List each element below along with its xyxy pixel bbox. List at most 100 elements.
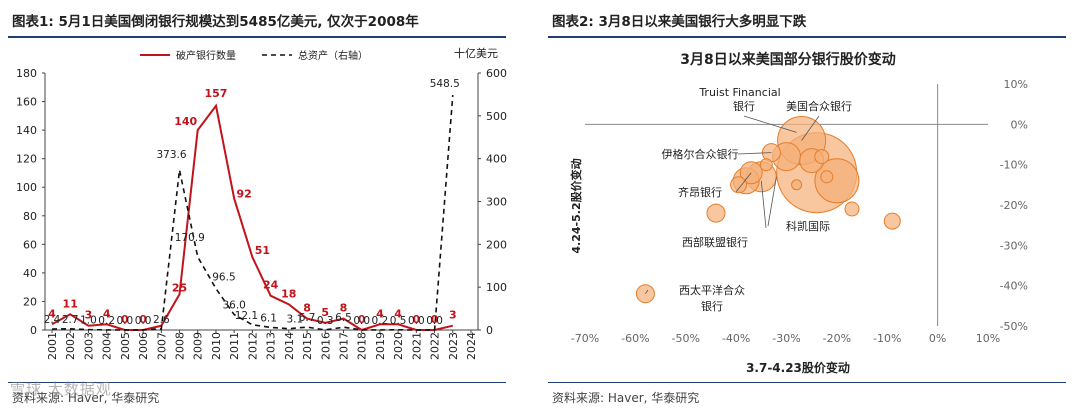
- right-tick-label: 400: [486, 153, 507, 166]
- leader-line: [735, 172, 752, 193]
- x-axis-label: 3.7-4.23股价变动: [746, 360, 850, 375]
- x-tick-label: 2009: [192, 332, 205, 360]
- assets-data-label: 0.2: [372, 315, 389, 327]
- y-tick-label: 10%: [1004, 78, 1028, 91]
- y-tick-label: -20%: [1000, 199, 1028, 212]
- x-tick-label: 2023: [447, 332, 460, 360]
- left-top-rule: [8, 36, 506, 38]
- failures-data-label: 3: [449, 309, 457, 322]
- assets-data-label: 2.6: [153, 314, 170, 326]
- bubble: [814, 158, 860, 204]
- bubble-annotation: 科凯国际: [786, 219, 830, 233]
- failures-data-label: 4: [394, 307, 402, 320]
- right-source: 资料来源: Haver, 华泰研究: [552, 391, 700, 405]
- failures-data-label: 0: [139, 313, 147, 326]
- left-tick-label: 180: [16, 67, 37, 80]
- failures-data-label: 0: [358, 313, 366, 326]
- assets-data-label: 0.0: [408, 315, 425, 327]
- assets-data-label: 0.0: [135, 315, 152, 327]
- assets-data-label: 373.6: [156, 149, 186, 161]
- failures-data-label: 8: [340, 302, 348, 315]
- left-tick-label: 0: [30, 324, 37, 337]
- bubble: [706, 203, 726, 223]
- scatter-title: 3月8日以来美国部分银行股价变动: [680, 51, 895, 68]
- y-tick-label: -50%: [1000, 320, 1028, 333]
- assets-data-label: 0.3: [317, 315, 334, 327]
- x-tick-label: 2008: [174, 332, 187, 360]
- right-tick-label: 300: [486, 196, 507, 209]
- bubble-annotation: 齐昂银行: [678, 185, 722, 199]
- failures-data-label: 0: [121, 313, 129, 326]
- right-figure-title: 图表2: 3月8日以来美国银行大多明显下跌: [552, 14, 807, 30]
- assets-data-label: 0.5: [390, 315, 407, 327]
- bubble: [820, 170, 834, 184]
- failures-data-label: 140: [174, 115, 197, 128]
- failures-data-label: 11: [63, 297, 78, 310]
- assets-data-label: 2.7: [62, 314, 79, 326]
- x-tick-label: -10%: [873, 332, 901, 345]
- x-tick-label: 2006: [137, 332, 150, 360]
- right-bottom-rule: [548, 382, 1066, 383]
- leader-line: [645, 289, 649, 294]
- x-tick-label: 2015: [301, 332, 314, 360]
- assets-data-label: 0.2: [98, 315, 115, 327]
- left-tick-label: 80: [23, 210, 37, 223]
- x-tick-label: 2002: [64, 332, 77, 360]
- bubble-annotation: 西部联盟银行: [682, 235, 748, 249]
- bubble-annotation: 美国合众银行: [786, 99, 852, 113]
- assets-data-label: 170.9: [175, 232, 205, 244]
- assets-data-label: 36.0: [222, 300, 245, 312]
- left-tick-label: 20: [23, 295, 37, 308]
- x-tick-label: 2016: [319, 332, 332, 360]
- failures-data-label: 24: [263, 279, 279, 292]
- leader-line: [743, 115, 797, 133]
- failures-data-label: 157: [204, 87, 227, 100]
- x-tick-label: 2001: [46, 332, 59, 360]
- left-tick-label: 100: [16, 181, 37, 194]
- y-axis-label: 4.24-5.2股价变动: [569, 158, 583, 253]
- x-tick-label: -40%: [722, 332, 750, 345]
- failures-line: [51, 103, 454, 332]
- assets-data-label: 0.0: [353, 315, 370, 327]
- right-axis-unit: 十亿美元: [454, 46, 498, 60]
- right-top-rule: [548, 36, 1066, 38]
- x-tick-label: 2020: [392, 332, 405, 360]
- left-tick-label: 40: [23, 267, 37, 280]
- y-tick-label: 0%: [1011, 118, 1028, 131]
- leader-line: [767, 176, 777, 227]
- x-tick-label: 2012: [246, 332, 259, 360]
- watermark: 雪球 大数据观: [10, 380, 112, 398]
- assets-data-label: 6.1: [260, 312, 277, 324]
- bubble-annotation: 伊格尔合众银行: [662, 147, 739, 161]
- right-tick-label: 200: [486, 238, 507, 251]
- failures-data-label: 4: [376, 307, 384, 320]
- assets-data-label: 6.7: [299, 312, 316, 324]
- failures-data-label: 0: [431, 313, 439, 326]
- assets-data-label: 2.4: [44, 314, 61, 326]
- bubble: [814, 149, 830, 165]
- x-tick-label: 2014: [283, 332, 296, 360]
- left-tick-label: 120: [16, 153, 37, 166]
- left-tick-label: 60: [23, 238, 37, 251]
- x-tick-label: 2017: [337, 332, 350, 360]
- bank-failures-chart: 0204060801001201401601800100200300400500…: [16, 46, 507, 360]
- left-figure-title: 图表1: 5月1日美国倒闭银行规模达到5485亿美元, 仅次于2008年: [12, 14, 419, 30]
- x-tick-label: 10%: [976, 332, 1000, 345]
- right-tick-label: 600: [486, 67, 507, 80]
- x-tick-label: 2024: [465, 332, 478, 360]
- bubble: [730, 176, 748, 194]
- bubble: [883, 212, 901, 230]
- x-tick-label: -60%: [621, 332, 649, 345]
- bubble-annotation: Truist Financial: [698, 86, 780, 99]
- bubble: [844, 201, 860, 217]
- right-tick-label: 500: [486, 110, 507, 123]
- x-tick-label: 2003: [82, 332, 95, 360]
- failures-data-label: 5: [321, 306, 329, 319]
- right-panel: 图表2: 3月8日以来美国银行大多明显下跌 3月8日以来美国部分银行股价变动 -7…: [540, 0, 1080, 414]
- assets-data-label: 1.0: [80, 315, 97, 327]
- x-tick-label: 2021: [410, 332, 423, 360]
- leader-line: [801, 115, 820, 141]
- left-panel: 图表1: 5月1日美国倒闭银行规模达到5485亿美元, 仅次于2008年 0 20…: [0, 0, 520, 414]
- x-tick-label: 0%: [929, 332, 946, 345]
- x-tick-label: -50%: [672, 332, 700, 345]
